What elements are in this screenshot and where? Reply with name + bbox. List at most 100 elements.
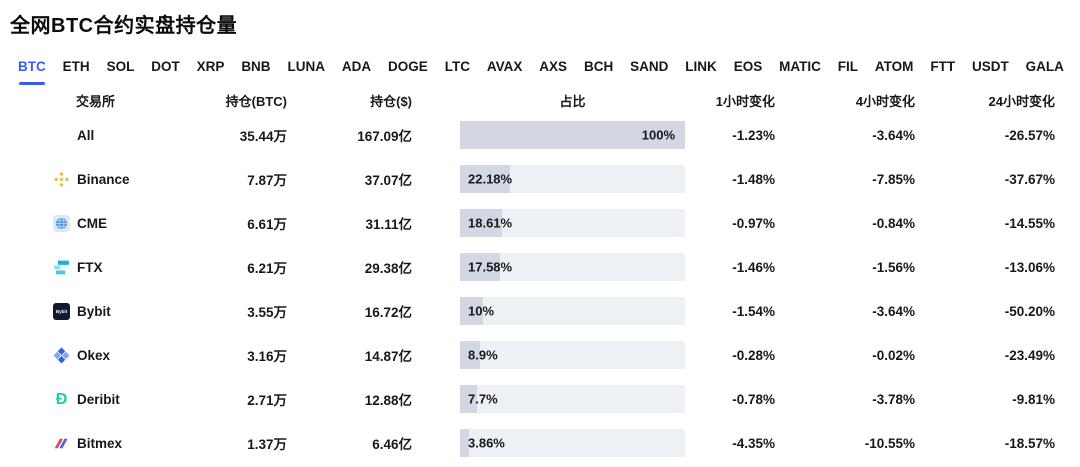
tab-avax[interactable]: AVAX: [487, 59, 523, 85]
col-header-position-usd: 持仓($): [370, 93, 412, 109]
share-bar: 17.58%: [460, 253, 685, 281]
table-row-okex: Okex 3.16万 14.87亿 8.9% -0.28% -0.02% -23…: [0, 333, 1080, 377]
tab-link[interactable]: LINK: [685, 59, 717, 85]
tab-label: LINK: [685, 59, 717, 74]
tab-axs[interactable]: AXS: [539, 59, 567, 85]
tab-gala[interactable]: GALA: [1026, 59, 1064, 85]
share-bar: 3.86%: [460, 429, 685, 457]
share-bar-label: 100%: [641, 127, 675, 143]
tab-sand[interactable]: SAND: [630, 59, 668, 85]
tab-eos[interactable]: EOS: [734, 59, 763, 85]
tab-ltc[interactable]: LTC: [445, 59, 470, 85]
change-1h-value: -0.97%: [732, 215, 775, 231]
position-btc-value: 3.55万: [247, 305, 287, 320]
share-bar-fill: [460, 429, 469, 457]
tab-ada[interactable]: ADA: [342, 59, 371, 85]
bitmex-logo-icon: [53, 435, 70, 452]
binance-logo-icon: [53, 171, 70, 188]
tab-label: GALA: [1025, 59, 1064, 74]
share-bar: 8.9%: [460, 341, 685, 369]
change-4h-value: -3.64%: [872, 127, 915, 143]
tab-label: EOS: [733, 59, 763, 74]
tab-dot[interactable]: DOT: [151, 59, 180, 85]
tab-ftt[interactable]: FTT: [930, 59, 955, 85]
tab-xrp[interactable]: XRP: [197, 59, 225, 85]
tab-bnb[interactable]: BNB: [241, 59, 270, 85]
share-bar-fill: [460, 209, 502, 237]
exchange-name: FTX: [77, 259, 103, 275]
change-1h-value: -0.78%: [732, 391, 775, 407]
change-24h-value: -18.57%: [1004, 435, 1055, 451]
change-4h-value: -1.56%: [872, 259, 915, 275]
tab-bar: BTC ETH SOL DOT XRP BNB LUNA ADA DOGE LTC AVAX AXS B…: [0, 59, 1080, 85]
tab-label: LTC: [444, 59, 470, 74]
position-btc-value: 6.21万: [247, 261, 287, 276]
change-24h-value: -9.81%: [1012, 391, 1055, 407]
share-bar-label: 10%: [468, 303, 495, 319]
position-usd-value: 167.09亿: [357, 129, 412, 144]
change-24h-value: -37.67%: [1004, 171, 1055, 187]
table-row-bybit: Bybit Bybit 3.55万 16.72亿 10% -1.54% -3.6…: [0, 289, 1080, 333]
tab-fil[interactable]: FIL: [838, 59, 858, 85]
share-bar-fill: [460, 165, 510, 193]
exchange-name: Okex: [77, 347, 111, 363]
share-bar: 18.61%: [460, 209, 685, 237]
position-btc-value: 3.16万: [247, 349, 287, 364]
tab-label: BNB: [241, 59, 271, 74]
share-bar: 10%: [460, 297, 685, 325]
col-header-4h-change: 4小时变化: [855, 93, 915, 109]
tab-luna[interactable]: LUNA: [287, 59, 325, 85]
table-row-binance: Binance 7.87万 37.07亿 22.18% -1.48% -7.85…: [0, 157, 1080, 201]
table-row-deribit: Đ Deribit 2.71万 12.88亿 7.7% -0.78% -3.78…: [0, 377, 1080, 421]
position-btc-value: 2.71万: [247, 393, 287, 408]
share-bar-label: 3.86%: [468, 435, 505, 451]
tab-label: FIL: [837, 59, 859, 74]
table-row-bitmex: Bitmex 1.37万 6.46亿 3.86% -4.35% -10.55% …: [0, 421, 1080, 465]
table-row-all: All 35.44万 167.09亿 100% -1.23% -3.64% -2…: [0, 113, 1080, 157]
tab-label: AVAX: [486, 59, 523, 74]
page-title: 全网BTC合约实盘持仓量: [10, 15, 238, 37]
change-4h-value: -7.85%: [872, 171, 915, 187]
tab-bch[interactable]: BCH: [584, 59, 613, 85]
tab-usdt[interactable]: USDT: [972, 59, 1009, 85]
exchange-name: Bybit: [77, 303, 111, 319]
share-bar-label: 18.61%: [468, 215, 513, 231]
change-24h-value: -26.57%: [1004, 127, 1055, 143]
share-bar: 100%: [460, 121, 685, 149]
table-row-cme: CME 6.61万 31.11亿 18.61% -0.97% -0.84% -1…: [0, 201, 1080, 245]
bybit-logo-icon: Bybit: [53, 302, 70, 320]
tab-label: BTC: [18, 59, 46, 74]
change-1h-value: -0.28%: [732, 347, 775, 363]
table-header-row: 交易所 持仓(BTC) 持仓($) 占比 1小时变化 4小时变化 24小时变化: [0, 87, 1080, 113]
col-header-share: 占比: [559, 93, 586, 109]
share-bar: 7.7%: [460, 385, 685, 413]
exchange-name: Binance: [77, 171, 130, 187]
position-usd-value: 14.87亿: [364, 349, 412, 364]
deribit-logo-icon: Đ: [55, 390, 68, 408]
position-btc-value: 35.44万: [239, 129, 287, 144]
share-bar-label: 7.7%: [468, 391, 498, 407]
change-24h-value: -14.55%: [1004, 215, 1055, 231]
tab-matic[interactable]: MATIC: [779, 59, 821, 85]
position-btc-value: 7.87万: [247, 173, 287, 188]
exchange-name: Bitmex: [77, 435, 123, 451]
change-1h-value: -1.48%: [732, 171, 775, 187]
okex-logo-icon: [53, 347, 70, 364]
tab-eth[interactable]: ETH: [63, 59, 90, 85]
tab-label: XRP: [196, 59, 225, 74]
col-header-exchange: 交易所: [76, 93, 116, 109]
share-bar-fill: [460, 253, 500, 281]
tab-btc[interactable]: BTC: [18, 59, 46, 85]
share-bar: 22.18%: [460, 165, 685, 193]
tab-atom[interactable]: ATOM: [875, 59, 914, 85]
change-24h-value: -23.49%: [1004, 347, 1055, 363]
tab-label: SOL: [106, 59, 135, 74]
change-24h-value: -13.06%: [1004, 259, 1055, 275]
tab-sol[interactable]: SOL: [107, 59, 135, 85]
tab-doge[interactable]: DOGE: [388, 59, 428, 85]
tab-label: SAND: [630, 59, 669, 74]
cme-logo-icon: [53, 214, 70, 232]
col-header-1h-change: 1小时变化: [715, 93, 775, 109]
change-24h-value: -50.20%: [1004, 303, 1055, 319]
position-usd-value: 31.11亿: [365, 217, 412, 232]
